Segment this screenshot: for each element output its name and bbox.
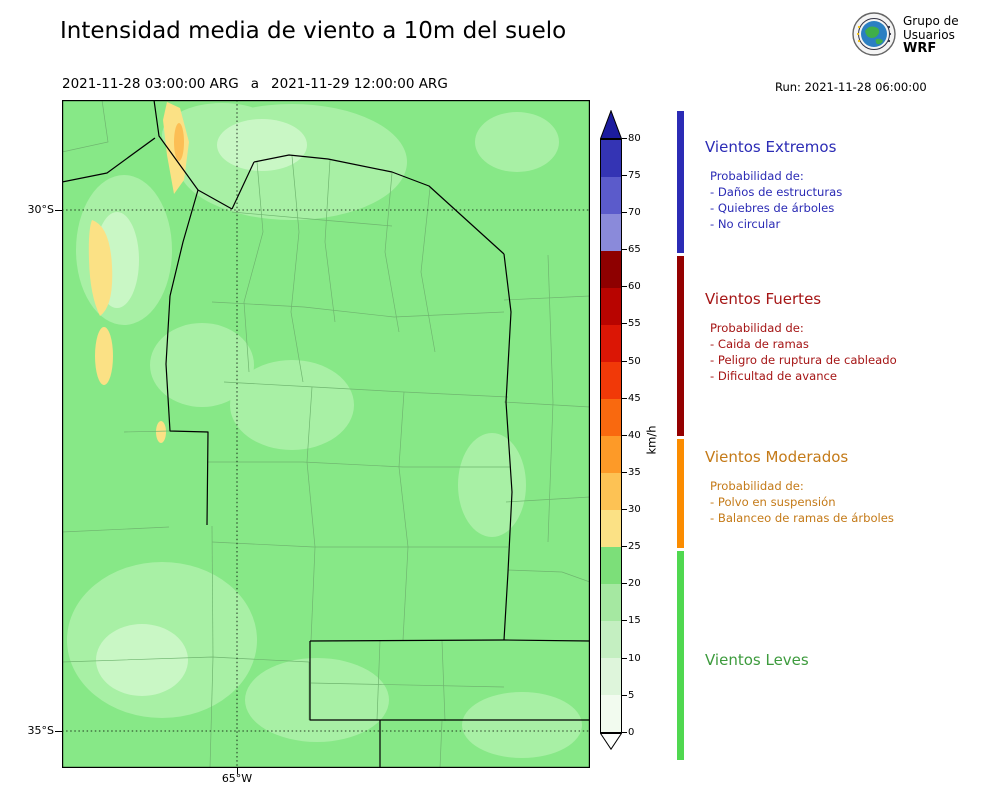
- colorbar-tick-50: 50: [622, 355, 650, 368]
- legend-vientos-moderados: Vientos Moderados Probabilidad de: - Pol…: [705, 448, 990, 526]
- legend-title-leves: Vientos Leves: [705, 651, 809, 669]
- category-bar-extremos: [677, 111, 684, 253]
- legend-vientos-extremos: Vientos Extremos Probabilidad de: - Daño…: [705, 138, 990, 232]
- logo-text: Grupo de Usuarios WRF: [903, 14, 959, 56]
- colorbar-tick-40: 40: [622, 429, 650, 442]
- colorbar-seg-60-65: [601, 251, 621, 288]
- colorbar-seg-35-40: [601, 436, 621, 473]
- colorbar-seg-5-10: [601, 658, 621, 695]
- legend-item: - No circular: [710, 217, 781, 231]
- period-end: 2021-11-29 12:00:00 ARG: [271, 76, 448, 92]
- colorbar-seg-20-25: [601, 547, 621, 584]
- category-bar-fuertes: [677, 256, 684, 436]
- colorbar-unit-label: km/h: [644, 425, 659, 455]
- legend-item: - Quiebres de árboles: [710, 201, 835, 215]
- page-title: Intensidad media de viento a 10m del sue…: [60, 18, 567, 44]
- colorbar-tick-60: 60: [622, 280, 650, 293]
- colorbar-seg-10-15: [601, 621, 621, 658]
- province-borders: [61, 99, 591, 768]
- colorbar-tick-55: 55: [622, 317, 650, 330]
- lat-tick-35s: 35°S: [27, 724, 54, 737]
- colorbar-tick-70: 70: [622, 206, 650, 219]
- legend-prob-label: Probabilidad de:: [710, 169, 804, 183]
- map-svg: [61, 99, 591, 769]
- lat-tick-30s: 30°S: [27, 203, 54, 216]
- legend-lines-moderados: Probabilidad de: - Polvo en suspensión -…: [705, 478, 990, 526]
- graticule: [62, 100, 590, 768]
- legend-item: - Peligro de ruptura de cableado: [710, 353, 897, 367]
- lon-tick-65w: 65°W: [221, 772, 253, 785]
- logo-text-line1: Grupo de: [903, 14, 959, 28]
- legend-lines-fuertes: Probabilidad de: - Caida de ramas - Peli…: [705, 320, 990, 384]
- colorbar-tick-20: 20: [622, 577, 650, 590]
- wrf-logo-icon: [852, 12, 896, 56]
- legend-prob-label: Probabilidad de:: [710, 321, 804, 335]
- colorbar-seg-50-55: [601, 325, 621, 362]
- legend-vientos-leves: Vientos Leves: [705, 651, 990, 669]
- colorbar-over-arrow: [600, 110, 622, 139]
- run-timestamp: Run: 2021-11-28 06:00:00: [775, 80, 927, 94]
- colorbar-tick-10: 10: [622, 652, 650, 665]
- colorbar-tick-25: 25: [622, 540, 650, 553]
- wind-shade-orange-patches: [174, 123, 184, 161]
- legend-item: - Caida de ramas: [710, 337, 809, 351]
- map-canvas: [61, 99, 591, 769]
- legend-prob-label: Probabilidad de:: [710, 479, 804, 493]
- legend-item: - Dificultad de avance: [710, 369, 838, 383]
- period-separator: a: [250, 76, 260, 92]
- colorbar-tick-5: 5: [622, 689, 650, 702]
- category-bar-moderados: [677, 439, 684, 548]
- category-bar-leves: [677, 551, 684, 760]
- colorbar-seg-55-60: [601, 288, 621, 325]
- colorbar-seg-75-80: [601, 140, 621, 177]
- department-borders: [61, 99, 591, 769]
- legend-title-fuertes: Vientos Fuertes: [705, 290, 822, 308]
- colorbar-tick-0: 0: [622, 726, 650, 739]
- axis-tick-mark: [237, 768, 238, 774]
- colorbar-under-arrow-shape: [600, 733, 622, 750]
- legend-item: - Balanceo de ramas de árboles: [710, 511, 894, 525]
- colorbar-seg-0-5: [601, 695, 621, 732]
- colorbar-tick-15: 15: [622, 614, 650, 627]
- axis-tick-mark: [55, 731, 62, 732]
- colorbar-seg-30-35: [601, 473, 621, 510]
- period-start: 2021-11-28 03:00:00 ARG: [62, 76, 239, 92]
- colorbar-tick-45: 45: [622, 392, 650, 405]
- colorbar-seg-45-50: [601, 362, 621, 399]
- legend-lines-extremos: Probabilidad de: - Daños de estructuras …: [705, 168, 990, 232]
- axis-tick-mark: [55, 210, 62, 211]
- map-frame: [61, 99, 591, 769]
- colorbar-seg-70-75: [601, 177, 621, 214]
- colorbar-seg-25-30: [601, 510, 621, 547]
- legend-title-extremos: Vientos Extremos: [705, 138, 837, 156]
- logo-text-line2: Usuarios: [903, 28, 955, 42]
- logo-text-line3: WRF: [903, 41, 937, 56]
- colorbar-seg-40-45: [601, 399, 621, 436]
- legend-item: - Daños de estructuras: [710, 185, 843, 199]
- colorbar-tick-75: 75: [622, 169, 650, 182]
- colorbar-tick-30: 30: [622, 503, 650, 516]
- colorbar-over-arrow-shape: [600, 110, 622, 139]
- colorbar-under-arrow: [600, 733, 622, 750]
- colorbar-seg-65-70: [601, 214, 621, 251]
- colorbar-tick-65: 65: [622, 243, 650, 256]
- colorbar-tick-35: 35: [622, 466, 650, 479]
- colorbar-tick-80: 80: [622, 132, 650, 145]
- valid-period: 2021-11-28 03:00:00 ARG a 2021-11-29 12:00…: [62, 76, 448, 92]
- legend-title-moderados: Vientos Moderados: [705, 448, 849, 466]
- colorbar: [600, 139, 622, 733]
- legend-item: - Polvo en suspensión: [710, 495, 836, 509]
- legend-vientos-fuertes: Vientos Fuertes Probabilidad de: - Caida…: [705, 290, 990, 384]
- colorbar-seg-15-20: [601, 584, 621, 621]
- wrf-logo: [851, 11, 897, 61]
